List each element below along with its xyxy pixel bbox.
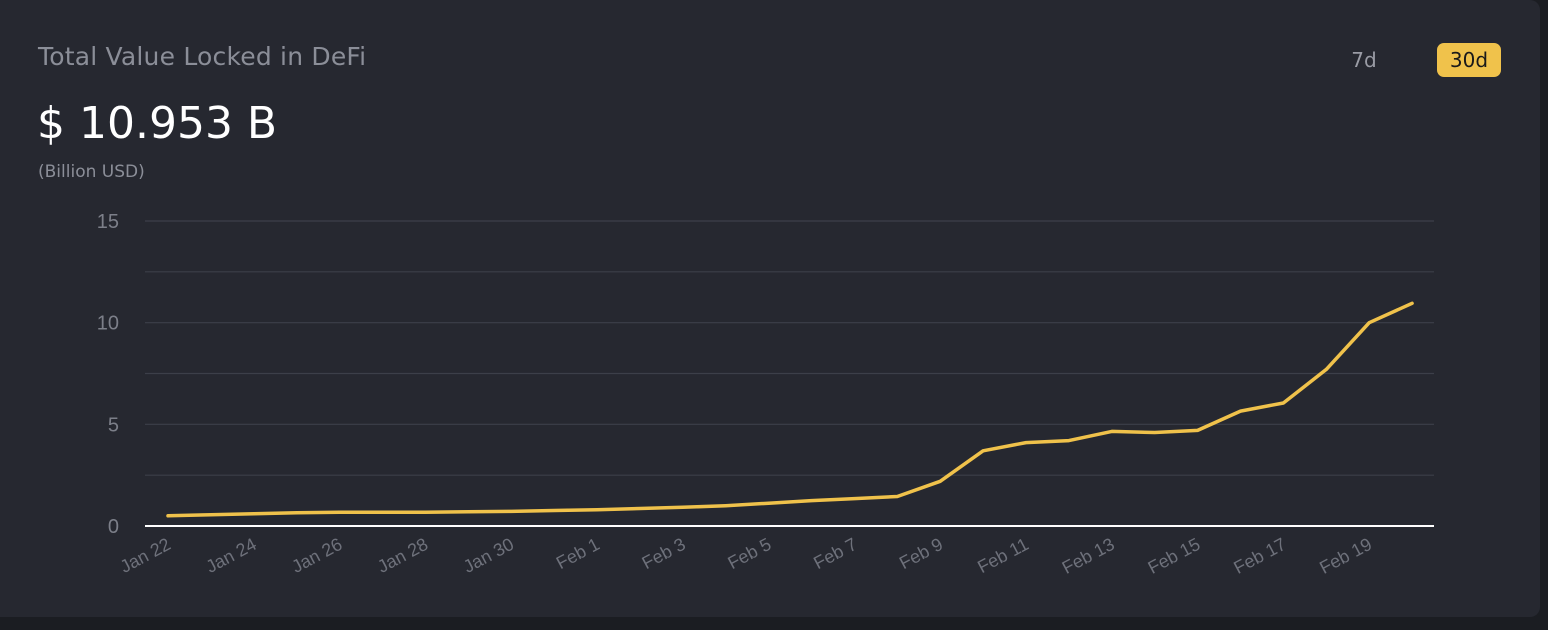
y-tick-label: 0 <box>108 516 119 538</box>
x-tick-label: Jan 22 <box>117 534 174 577</box>
y-tick-label: 10 <box>97 313 119 335</box>
x-tick-label: Feb 1 <box>553 534 603 573</box>
y-tick-label: 5 <box>108 414 119 436</box>
series-line-0 <box>166 301 1414 518</box>
x-tick-label: Jan 28 <box>374 534 431 577</box>
tvl-unit: (Billion USD) <box>38 162 145 182</box>
x-tick-label: Feb 19 <box>1316 534 1375 578</box>
range-7d-button[interactable]: 7d <box>1351 48 1377 72</box>
x-tick-label: Feb 5 <box>724 534 774 573</box>
x-tick-label: Feb 9 <box>896 534 946 573</box>
x-tick-label: Feb 15 <box>1145 534 1204 578</box>
grid-lines <box>145 220 1434 527</box>
x-tick-label: Feb 11 <box>974 534 1032 577</box>
chart-title: Total Value Locked in DeFi <box>38 42 367 71</box>
x-axis-ticks: Jan 22 Jan 24 Jan 26 Jan 28 Jan 30 Feb 1 Feb 3… <box>117 534 1375 578</box>
y-tick-label: 15 <box>97 211 119 233</box>
x-tick-label: Jan 30 <box>460 534 517 577</box>
x-tick-label: Feb 7 <box>810 534 860 573</box>
x-tick-label: Feb 3 <box>639 534 689 573</box>
x-tick-label: Jan 26 <box>288 534 345 577</box>
tvl-value: $ 10.953 B <box>37 98 278 149</box>
x-tick-label: Feb 13 <box>1059 534 1118 578</box>
range-30d-button[interactable]: 30d <box>1437 43 1501 77</box>
x-tick-label: Jan 24 <box>203 534 260 577</box>
series-layer <box>166 301 1414 518</box>
y-axis-ticks: 0 5 10 15 <box>97 211 119 538</box>
x-tick-label: Feb 17 <box>1230 534 1289 578</box>
